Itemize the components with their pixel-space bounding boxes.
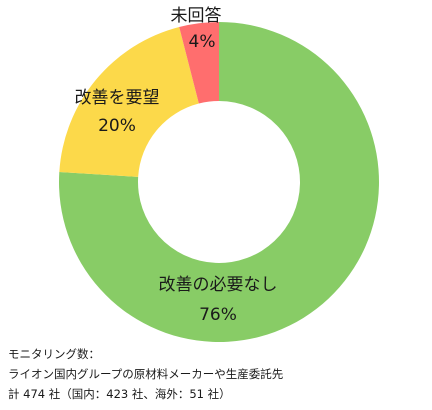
note-line-1: モニタリング数： (8, 347, 100, 361)
slice-value-no-answer: 4% (189, 32, 216, 52)
donut-slices (59, 22, 380, 342)
slice-value-improvement-requested: 20% (98, 116, 136, 136)
monitoring-note: モニタリング数： ライオン国内グループの原材料メーカーや生産委託先 計 474 … (8, 344, 428, 404)
note-line-2: ライオン国内グループの原材料メーカーや生産委託先 (8, 367, 284, 381)
slice-label-improvement-requested: 改善を要望 (75, 88, 160, 108)
slice-label-group-improvement-requested: 改善を要望 20% (75, 88, 160, 136)
slice-no-improvement (59, 22, 380, 342)
slice-label-no-improvement: 改善の必要なし (159, 275, 278, 295)
slice-label-no-answer: 未回答 (171, 6, 222, 26)
slice-value-no-improvement: 76% (199, 305, 237, 325)
slice-improvement-requested (59, 27, 199, 177)
slice-label-group-no-improvement: 改善の必要なし 76% (159, 275, 278, 325)
slice-no-answer (179, 22, 219, 104)
note-line-3: 計 474 社（国内：423 社、海外：51 社） (8, 387, 231, 401)
slice-label-group-no-answer: 未回答 4% (171, 6, 222, 52)
